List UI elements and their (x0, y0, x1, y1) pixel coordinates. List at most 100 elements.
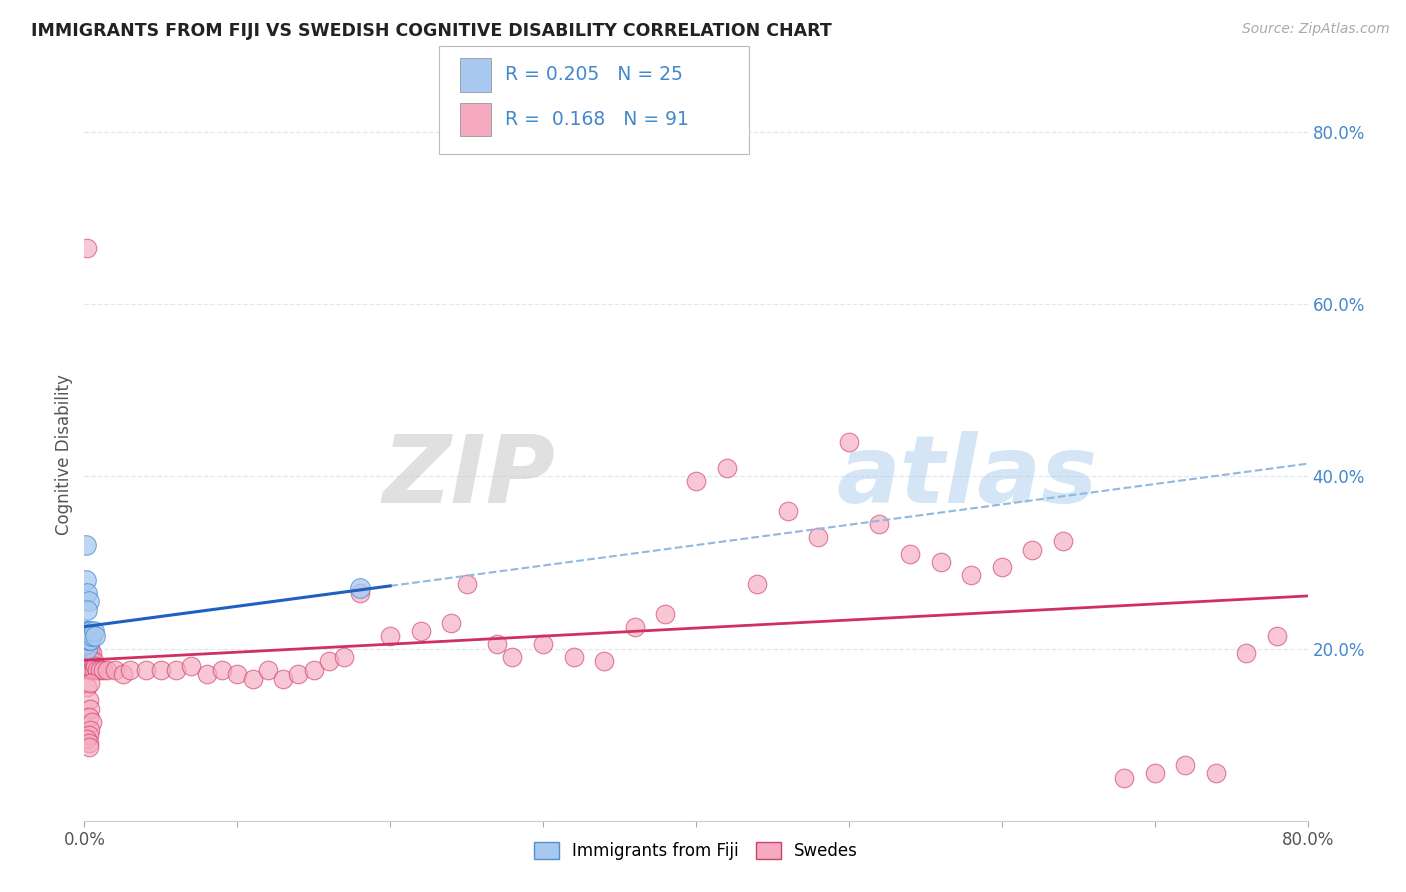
Point (1174, 757, 1197, 772)
Point (77, 632, 100, 647)
Point (76, 731, 98, 746)
Point (91, 663, 114, 677)
Point (195, 667, 218, 681)
Point (79, 629, 101, 643)
Point (79, 632, 101, 647)
Point (76, 655, 98, 669)
Point (76, 629, 98, 643)
Point (75, 650, 97, 665)
Point (75, 629, 97, 643)
Point (79, 655, 101, 669)
Point (76, 641, 98, 656)
Point (562, 650, 585, 665)
Legend: Immigrants from Fiji, Swedes: Immigrants from Fiji, Swedes (527, 836, 865, 867)
Point (77, 728, 100, 742)
Point (77, 693, 100, 707)
Point (838, 435, 860, 450)
Point (79, 676, 101, 690)
Point (96, 663, 118, 677)
Point (409, 624, 432, 639)
Point (180, 658, 202, 673)
Point (165, 663, 187, 677)
Point (83, 655, 105, 669)
Point (75, 646, 97, 660)
Point (79, 723, 101, 738)
Point (486, 637, 509, 651)
Point (271, 672, 294, 686)
Point (80, 714, 103, 729)
Point (79, 624, 101, 639)
Point (76, 585, 98, 599)
Point (654, 607, 676, 621)
Point (80, 646, 103, 660)
Point (77, 624, 100, 639)
Point (77, 710, 100, 724)
Y-axis label: Cognitive Disability: Cognitive Disability (55, 375, 73, 535)
Point (77, 736, 100, 750)
Point (80, 663, 103, 677)
Point (318, 655, 340, 669)
Point (960, 568, 983, 582)
Point (1205, 766, 1227, 780)
Point (349, 582, 371, 596)
Point (76, 241, 98, 255)
Point (76, 680, 98, 694)
Point (77, 740, 100, 755)
Point (76, 603, 98, 617)
Point (75, 573, 97, 587)
Text: Source: ZipAtlas.com: Source: ZipAtlas.com (1241, 22, 1389, 37)
Point (302, 663, 325, 677)
Point (1114, 771, 1136, 785)
Point (869, 516, 891, 531)
Point (1143, 766, 1166, 780)
Point (84, 629, 107, 643)
Point (624, 620, 647, 634)
Point (75, 637, 97, 651)
Point (929, 556, 952, 570)
Point (83, 624, 105, 639)
Point (80, 629, 103, 643)
Point (79, 641, 101, 656)
Point (440, 615, 463, 630)
Point (76, 658, 98, 673)
Point (86, 663, 108, 677)
Point (76, 624, 98, 639)
Point (89, 663, 111, 677)
Point (76, 637, 98, 651)
Point (79, 702, 101, 716)
Point (456, 577, 478, 591)
Point (502, 650, 524, 665)
Point (242, 672, 264, 686)
Point (83, 663, 105, 677)
Point (77, 632, 100, 647)
Point (1052, 533, 1074, 548)
Point (76, 629, 98, 643)
Point (77, 658, 100, 673)
Text: IMMIGRANTS FROM FIJI VS SWEDISH COGNITIVE DISABILITY CORRELATION CHART: IMMIGRANTS FROM FIJI VS SWEDISH COGNITIV… (31, 22, 832, 40)
Point (77, 594, 100, 608)
Point (776, 504, 799, 518)
Point (104, 663, 127, 677)
Point (77, 646, 100, 660)
Point (77, 632, 100, 647)
Point (77, 629, 100, 643)
Text: atlas: atlas (837, 431, 1098, 523)
Point (531, 637, 554, 651)
Point (349, 585, 371, 599)
Point (76, 632, 98, 647)
Point (1265, 629, 1288, 643)
Point (75, 538, 97, 552)
Text: R =  0.168   N = 91: R = 0.168 N = 91 (505, 110, 689, 129)
Point (76, 646, 98, 660)
Point (77, 663, 100, 677)
Point (80, 655, 103, 669)
Point (149, 663, 172, 677)
Point (685, 474, 707, 488)
Point (76, 629, 98, 643)
Point (77, 632, 100, 647)
Text: ZIP: ZIP (382, 431, 555, 523)
Text: R = 0.205   N = 25: R = 0.205 N = 25 (505, 65, 683, 85)
Point (79, 663, 101, 677)
Point (1236, 646, 1258, 660)
Point (380, 629, 402, 643)
